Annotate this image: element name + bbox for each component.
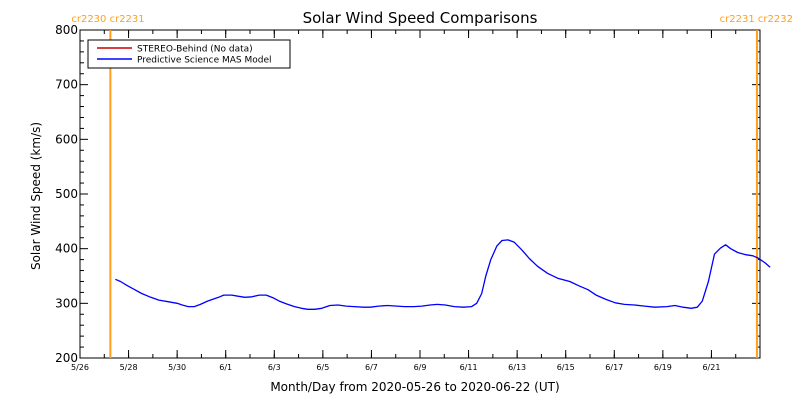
carrington-markers: cr2230 cr2231 cr2231 cr2232 bbox=[71, 14, 793, 358]
carrington-marker-label: cr2230 cr2231 bbox=[71, 14, 144, 25]
chart-title: Solar Wind Speed Comparisons bbox=[303, 9, 538, 27]
legend-label: STEREO-Behind (No data) bbox=[137, 45, 253, 55]
x-tick-label: 5/28 bbox=[120, 363, 138, 372]
y-tick-label: 600 bbox=[55, 132, 78, 146]
legend-label: Predictive Science MAS Model bbox=[137, 56, 272, 66]
legend: STEREO-Behind (No data)Predictive Scienc… bbox=[87, 39, 291, 69]
x-tick-label: 6/9 bbox=[414, 363, 427, 372]
y-tick-label: 200 bbox=[55, 351, 78, 365]
x-tick-label: 6/5 bbox=[316, 363, 329, 372]
x-tick-label: 6/7 bbox=[365, 363, 378, 372]
x-tick-label: 5/30 bbox=[168, 363, 186, 372]
carrington-marker-label: cr2231 cr2232 bbox=[720, 14, 793, 25]
x-tick-label: 5/26 bbox=[71, 363, 89, 372]
y-tick-label: 300 bbox=[55, 296, 78, 310]
x-tick-label: 6/15 bbox=[557, 363, 575, 372]
y-tick-label: 400 bbox=[55, 242, 78, 256]
y-tick-label: 500 bbox=[55, 187, 78, 201]
legend-box bbox=[87, 39, 291, 69]
x-tick-label: 6/21 bbox=[702, 363, 720, 372]
x-tick-label: 6/17 bbox=[605, 363, 623, 372]
x-tick-label: 6/1 bbox=[219, 363, 232, 372]
axes: 200 300 400 500 600 700 800 5/26 5/28 5/30 6/1 6/3 6… bbox=[55, 23, 761, 372]
x-tick-label: 6/3 bbox=[268, 363, 281, 372]
x-tick-label: 6/13 bbox=[508, 363, 526, 372]
plot-area bbox=[115, 239, 771, 310]
x-axis-label: Month/Day from 2020-05-26 to 2020-06-22 … bbox=[270, 380, 559, 394]
series-line-mas-model bbox=[115, 239, 771, 310]
x-tick-label: 6/11 bbox=[460, 363, 478, 372]
y-axis-label: Solar Wind Speed (km/s) bbox=[29, 122, 43, 270]
y-tick-label: 700 bbox=[55, 78, 78, 92]
x-tick-label: 6/19 bbox=[654, 363, 672, 372]
y-tick-label: 800 bbox=[55, 23, 78, 37]
